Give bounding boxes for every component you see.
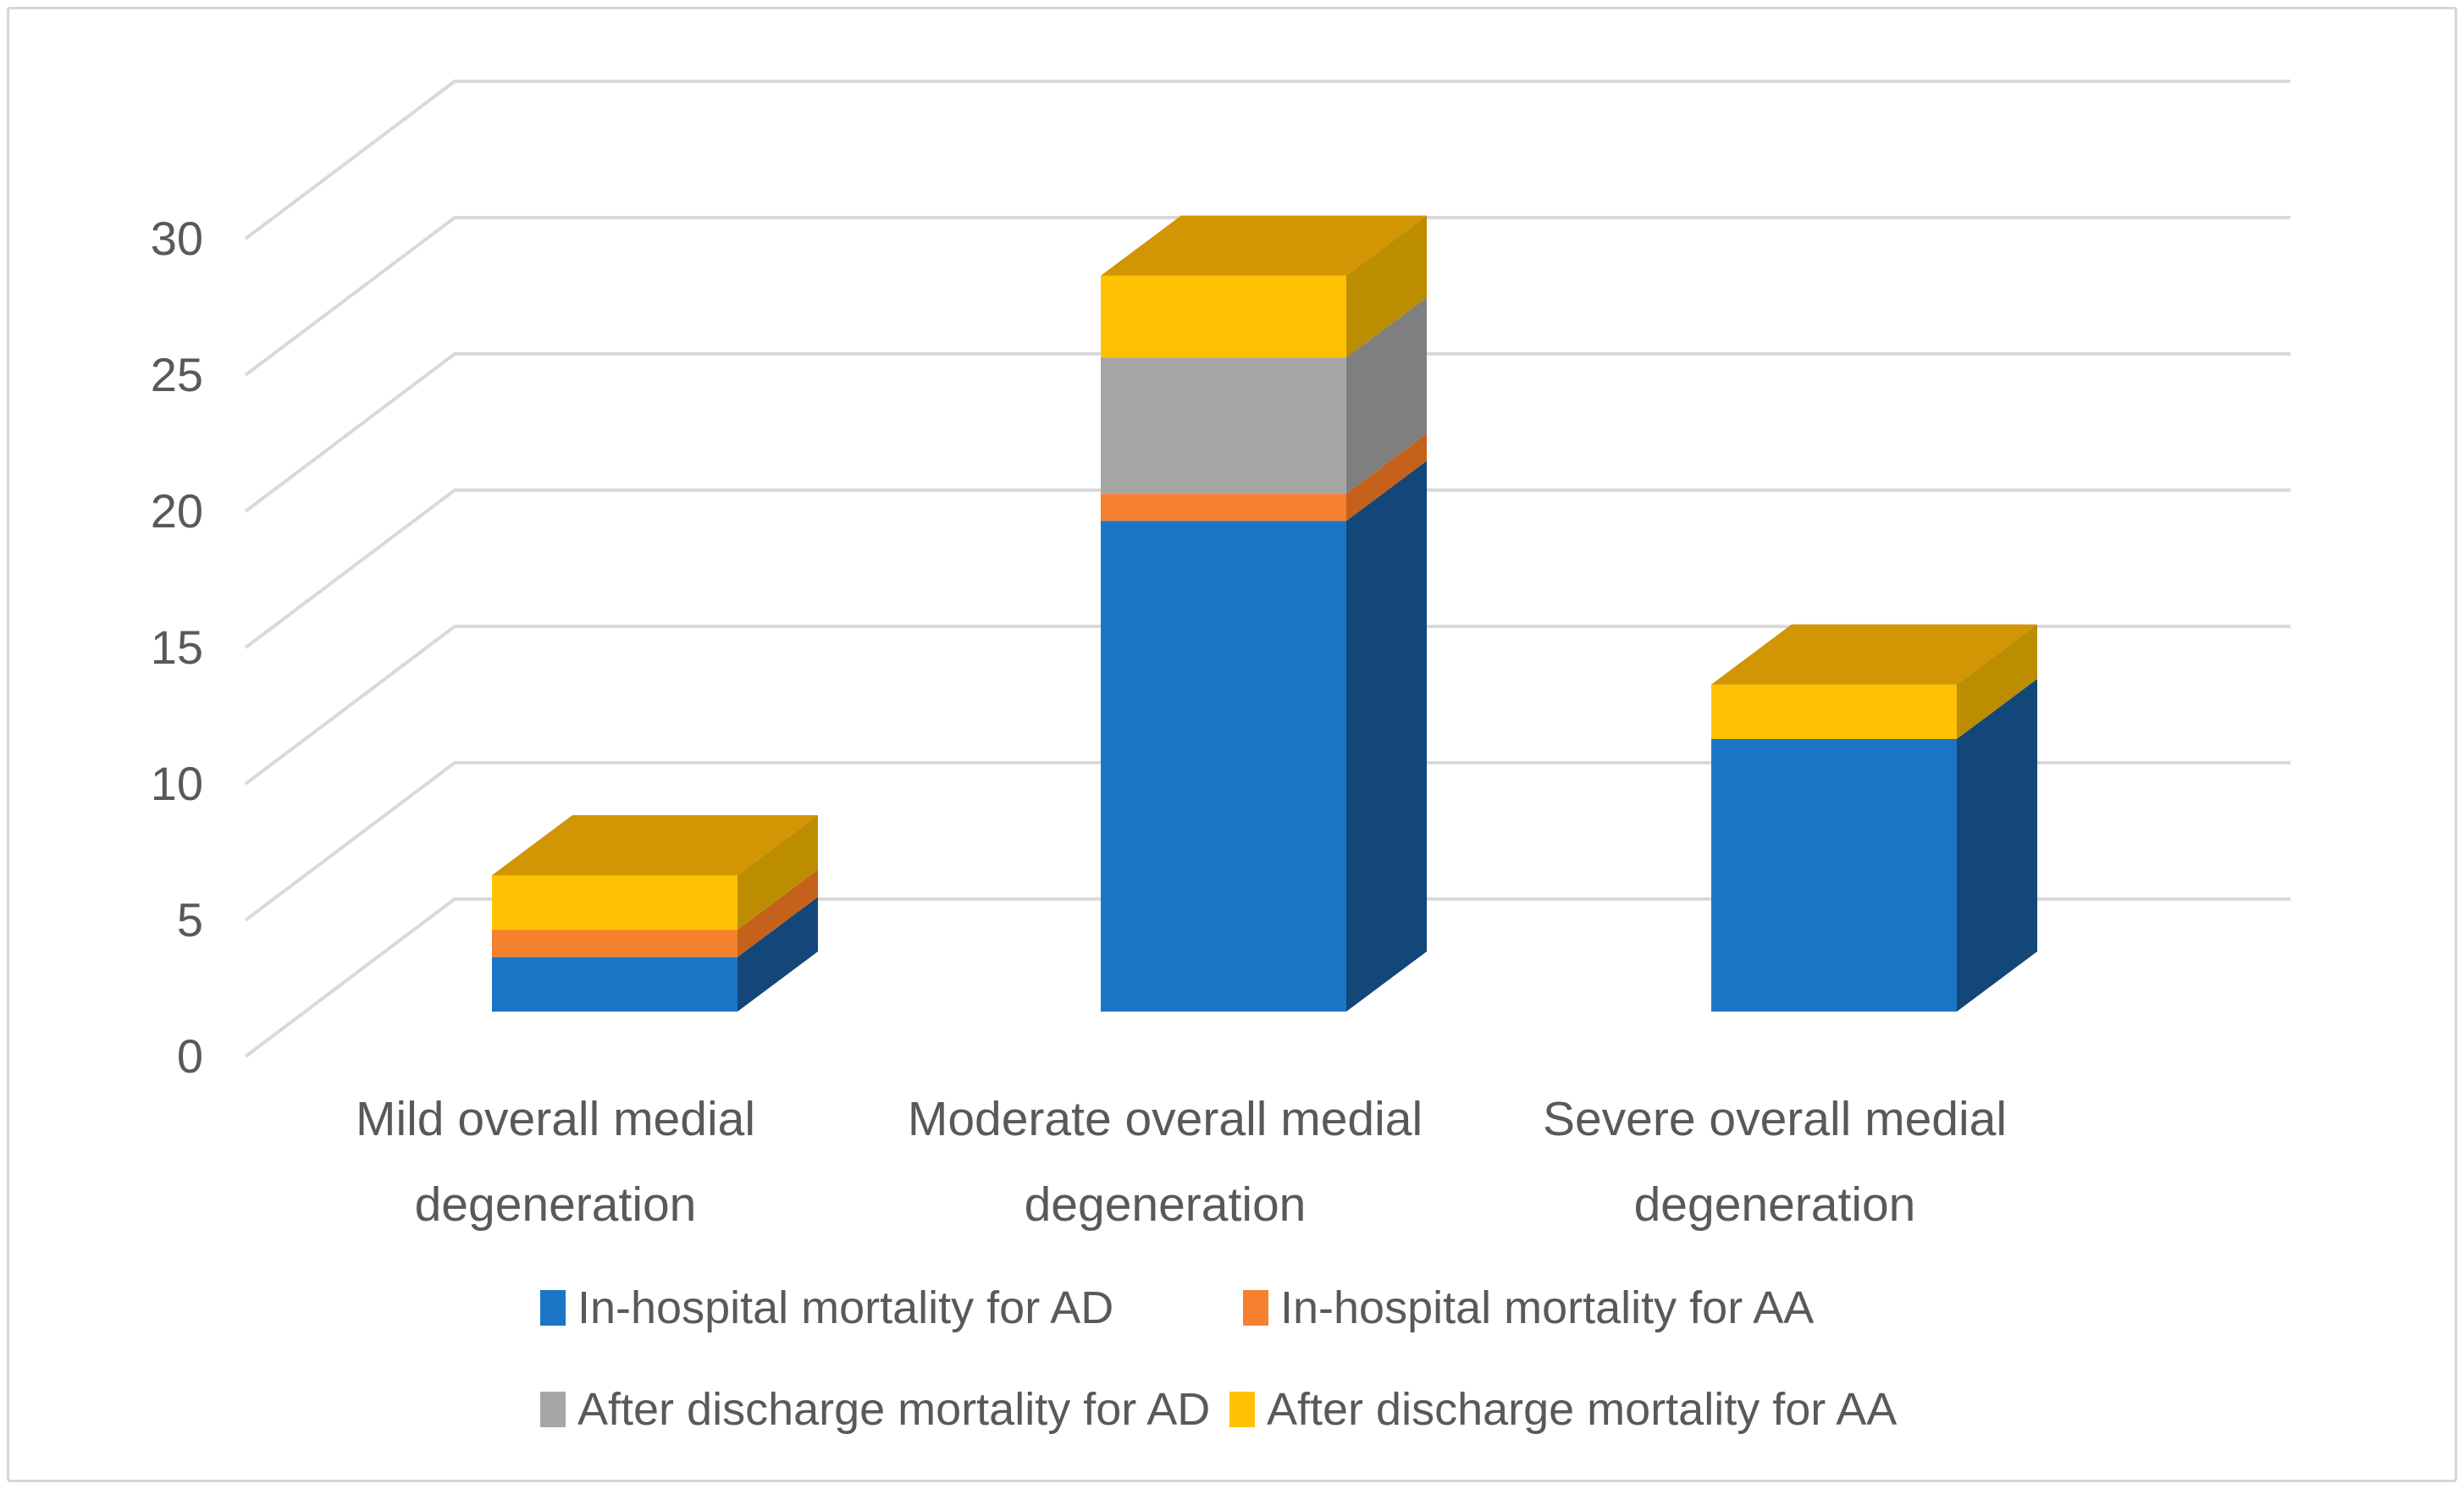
bar-top-face (492, 815, 818, 875)
bar-segment-front (1101, 275, 1346, 358)
bar-segment-front (492, 957, 738, 1012)
y-axis-tick-label: 25 (150, 348, 203, 401)
bar-segment-front (1101, 521, 1346, 1012)
bar-segment-side (1346, 460, 1427, 1012)
legend-swatch-icon (540, 1392, 566, 1427)
legend-item: In-hospital mortality for AD (540, 1282, 1113, 1333)
bar-segment-side (738, 815, 818, 930)
y-axis-tick-label: 20 (150, 484, 203, 538)
legend-swatch-icon (1243, 1290, 1268, 1326)
bar-segment-side (1346, 433, 1427, 521)
legend-swatch-icon (1229, 1392, 1255, 1427)
legend-item: After discharge mortality for AA (1229, 1384, 1897, 1435)
legend-label: After discharge mortality for AA (1267, 1384, 1898, 1435)
legend-label: After discharge mortality for AD (577, 1384, 1211, 1435)
bar-segment-side (1957, 679, 2037, 1012)
y-axis-tick-label: 30 (150, 212, 203, 265)
bar-segment-side (1346, 297, 1427, 494)
bar-segment-side (738, 869, 818, 957)
category-label: Severe overall medial degeneration (1542, 1092, 2008, 1232)
y-axis-tick-label: 5 (176, 893, 203, 946)
legend-swatch-icon (540, 1290, 566, 1326)
category-label: Mild overall medial degeneration (355, 1092, 755, 1232)
bar-segment-side (738, 896, 818, 1012)
gridline (244, 897, 2290, 1058)
gridline (244, 761, 2290, 922)
gridline (244, 216, 2290, 377)
bar-segment-side (1957, 624, 2037, 739)
bar-segment-front (1101, 494, 1346, 521)
legend-label: In-hospital mortality for AA (1280, 1282, 1815, 1333)
bar-top-face (1711, 624, 2037, 685)
bar-segment-front (1711, 684, 1957, 739)
y-axis-tick-label: 15 (150, 620, 203, 674)
y-axis-tick-label: 0 (176, 1029, 203, 1083)
bar-segment-side (1346, 215, 1427, 358)
category-label: Moderate overall medial degeneration (907, 1092, 1423, 1232)
legend-item: After discharge mortality for AD (540, 1384, 1210, 1435)
gridline (244, 625, 2290, 786)
gridline (244, 488, 2290, 649)
bar-segment-front (492, 929, 738, 957)
bar-segment-front (492, 875, 738, 930)
legend-item: In-hospital mortality for AA (1243, 1282, 1814, 1333)
gridline (244, 80, 2290, 240)
legend-label: In-hospital mortality for AD (577, 1282, 1114, 1333)
y-axis-tick-label: 10 (150, 757, 203, 810)
bar-top-face (1101, 215, 1427, 276)
bar-segment-front (1711, 739, 1957, 1012)
gridline (244, 352, 2290, 513)
bar-segment-front (1101, 357, 1346, 494)
